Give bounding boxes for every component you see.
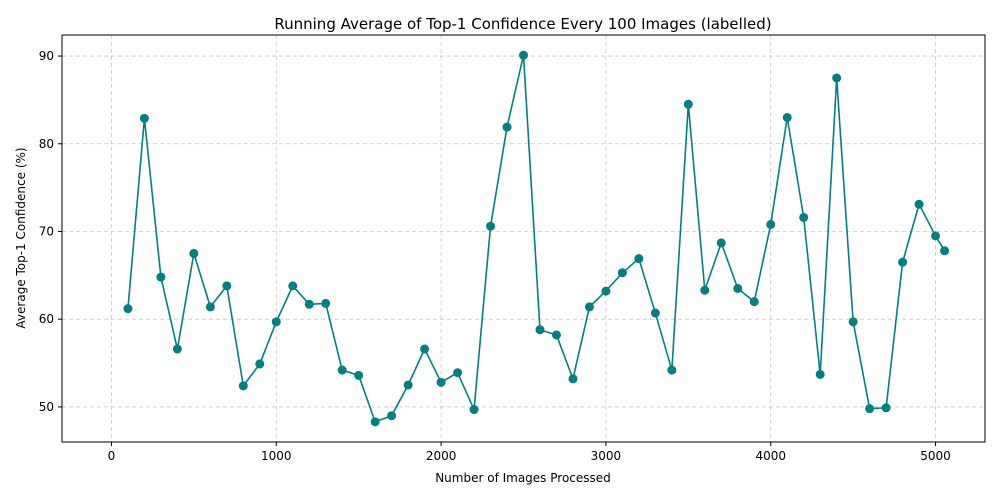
data-point: [354, 370, 364, 380]
data-point: [387, 411, 397, 421]
x-axis-ticks: 0 1000 2000 3000 4000 5000: [108, 442, 951, 463]
data-point: [667, 365, 677, 375]
data-point: [940, 246, 950, 256]
data-point: [683, 99, 693, 109]
data-point: [782, 112, 792, 122]
x-tick-label: 2000: [426, 449, 457, 463]
series-line: [127, 54, 946, 423]
data-point: [865, 404, 875, 414]
data-point: [832, 73, 842, 83]
data-point: [551, 330, 561, 340]
data-point: [139, 113, 149, 123]
data-point: [848, 317, 858, 327]
data-point: [749, 297, 759, 307]
data-point: [898, 257, 908, 267]
data-point: [172, 344, 182, 354]
chart-title: Running Average of Top-1 Confidence Ever…: [274, 15, 771, 33]
data-point: [304, 299, 314, 309]
y-axis-ticks: 50 60 70 80 90: [39, 49, 62, 414]
data-point: [486, 221, 496, 231]
data-point: [716, 238, 726, 248]
data-point: [617, 268, 627, 278]
data-point: [156, 272, 166, 282]
data-point: [288, 281, 298, 291]
data-point: [255, 359, 265, 369]
y-tick-label: 90: [39, 49, 54, 63]
series: [123, 50, 950, 427]
grid: [62, 35, 985, 442]
data-point: [535, 325, 545, 335]
data-point: [403, 380, 413, 390]
data-point: [601, 286, 611, 296]
data-point: [733, 284, 743, 293]
y-axis-label: Average Top-1 Confidence (%): [14, 147, 28, 328]
data-point: [502, 122, 512, 132]
data-point: [881, 403, 891, 413]
data-point: [766, 219, 776, 229]
data-point: [420, 344, 430, 354]
data-point: [370, 417, 380, 427]
data-point: [568, 374, 578, 384]
x-tick-label: 5000: [920, 449, 951, 463]
data-point: [321, 298, 331, 308]
y-tick-label: 70: [39, 224, 54, 238]
data-point: [469, 405, 479, 415]
data-point: [205, 302, 215, 312]
data-point: [650, 308, 660, 318]
data-point: [799, 212, 809, 222]
x-tick-label: 0: [108, 449, 116, 463]
data-point: [453, 368, 463, 378]
data-point: [436, 377, 446, 387]
data-point: [189, 248, 199, 258]
x-axis-label: Number of Images Processed: [435, 471, 611, 485]
y-tick-label: 60: [39, 312, 54, 326]
data-point: [914, 199, 924, 209]
plot-frame: [61, 34, 986, 443]
x-tick-label: 3000: [591, 449, 622, 463]
data-point: [815, 369, 825, 379]
data-point: [519, 50, 528, 60]
data-point: [584, 302, 594, 312]
data-point: [634, 254, 644, 264]
y-tick-label: 50: [39, 400, 54, 414]
data-point: [238, 381, 248, 391]
data-point: [337, 365, 347, 375]
data-point: [123, 304, 133, 314]
x-tick-label: 1000: [261, 449, 292, 463]
data-point: [931, 231, 941, 241]
data-point: [271, 317, 281, 327]
data-point: [700, 285, 710, 295]
x-tick-label: 4000: [755, 449, 786, 463]
y-tick-label: 80: [39, 137, 54, 151]
data-point: [222, 281, 232, 291]
